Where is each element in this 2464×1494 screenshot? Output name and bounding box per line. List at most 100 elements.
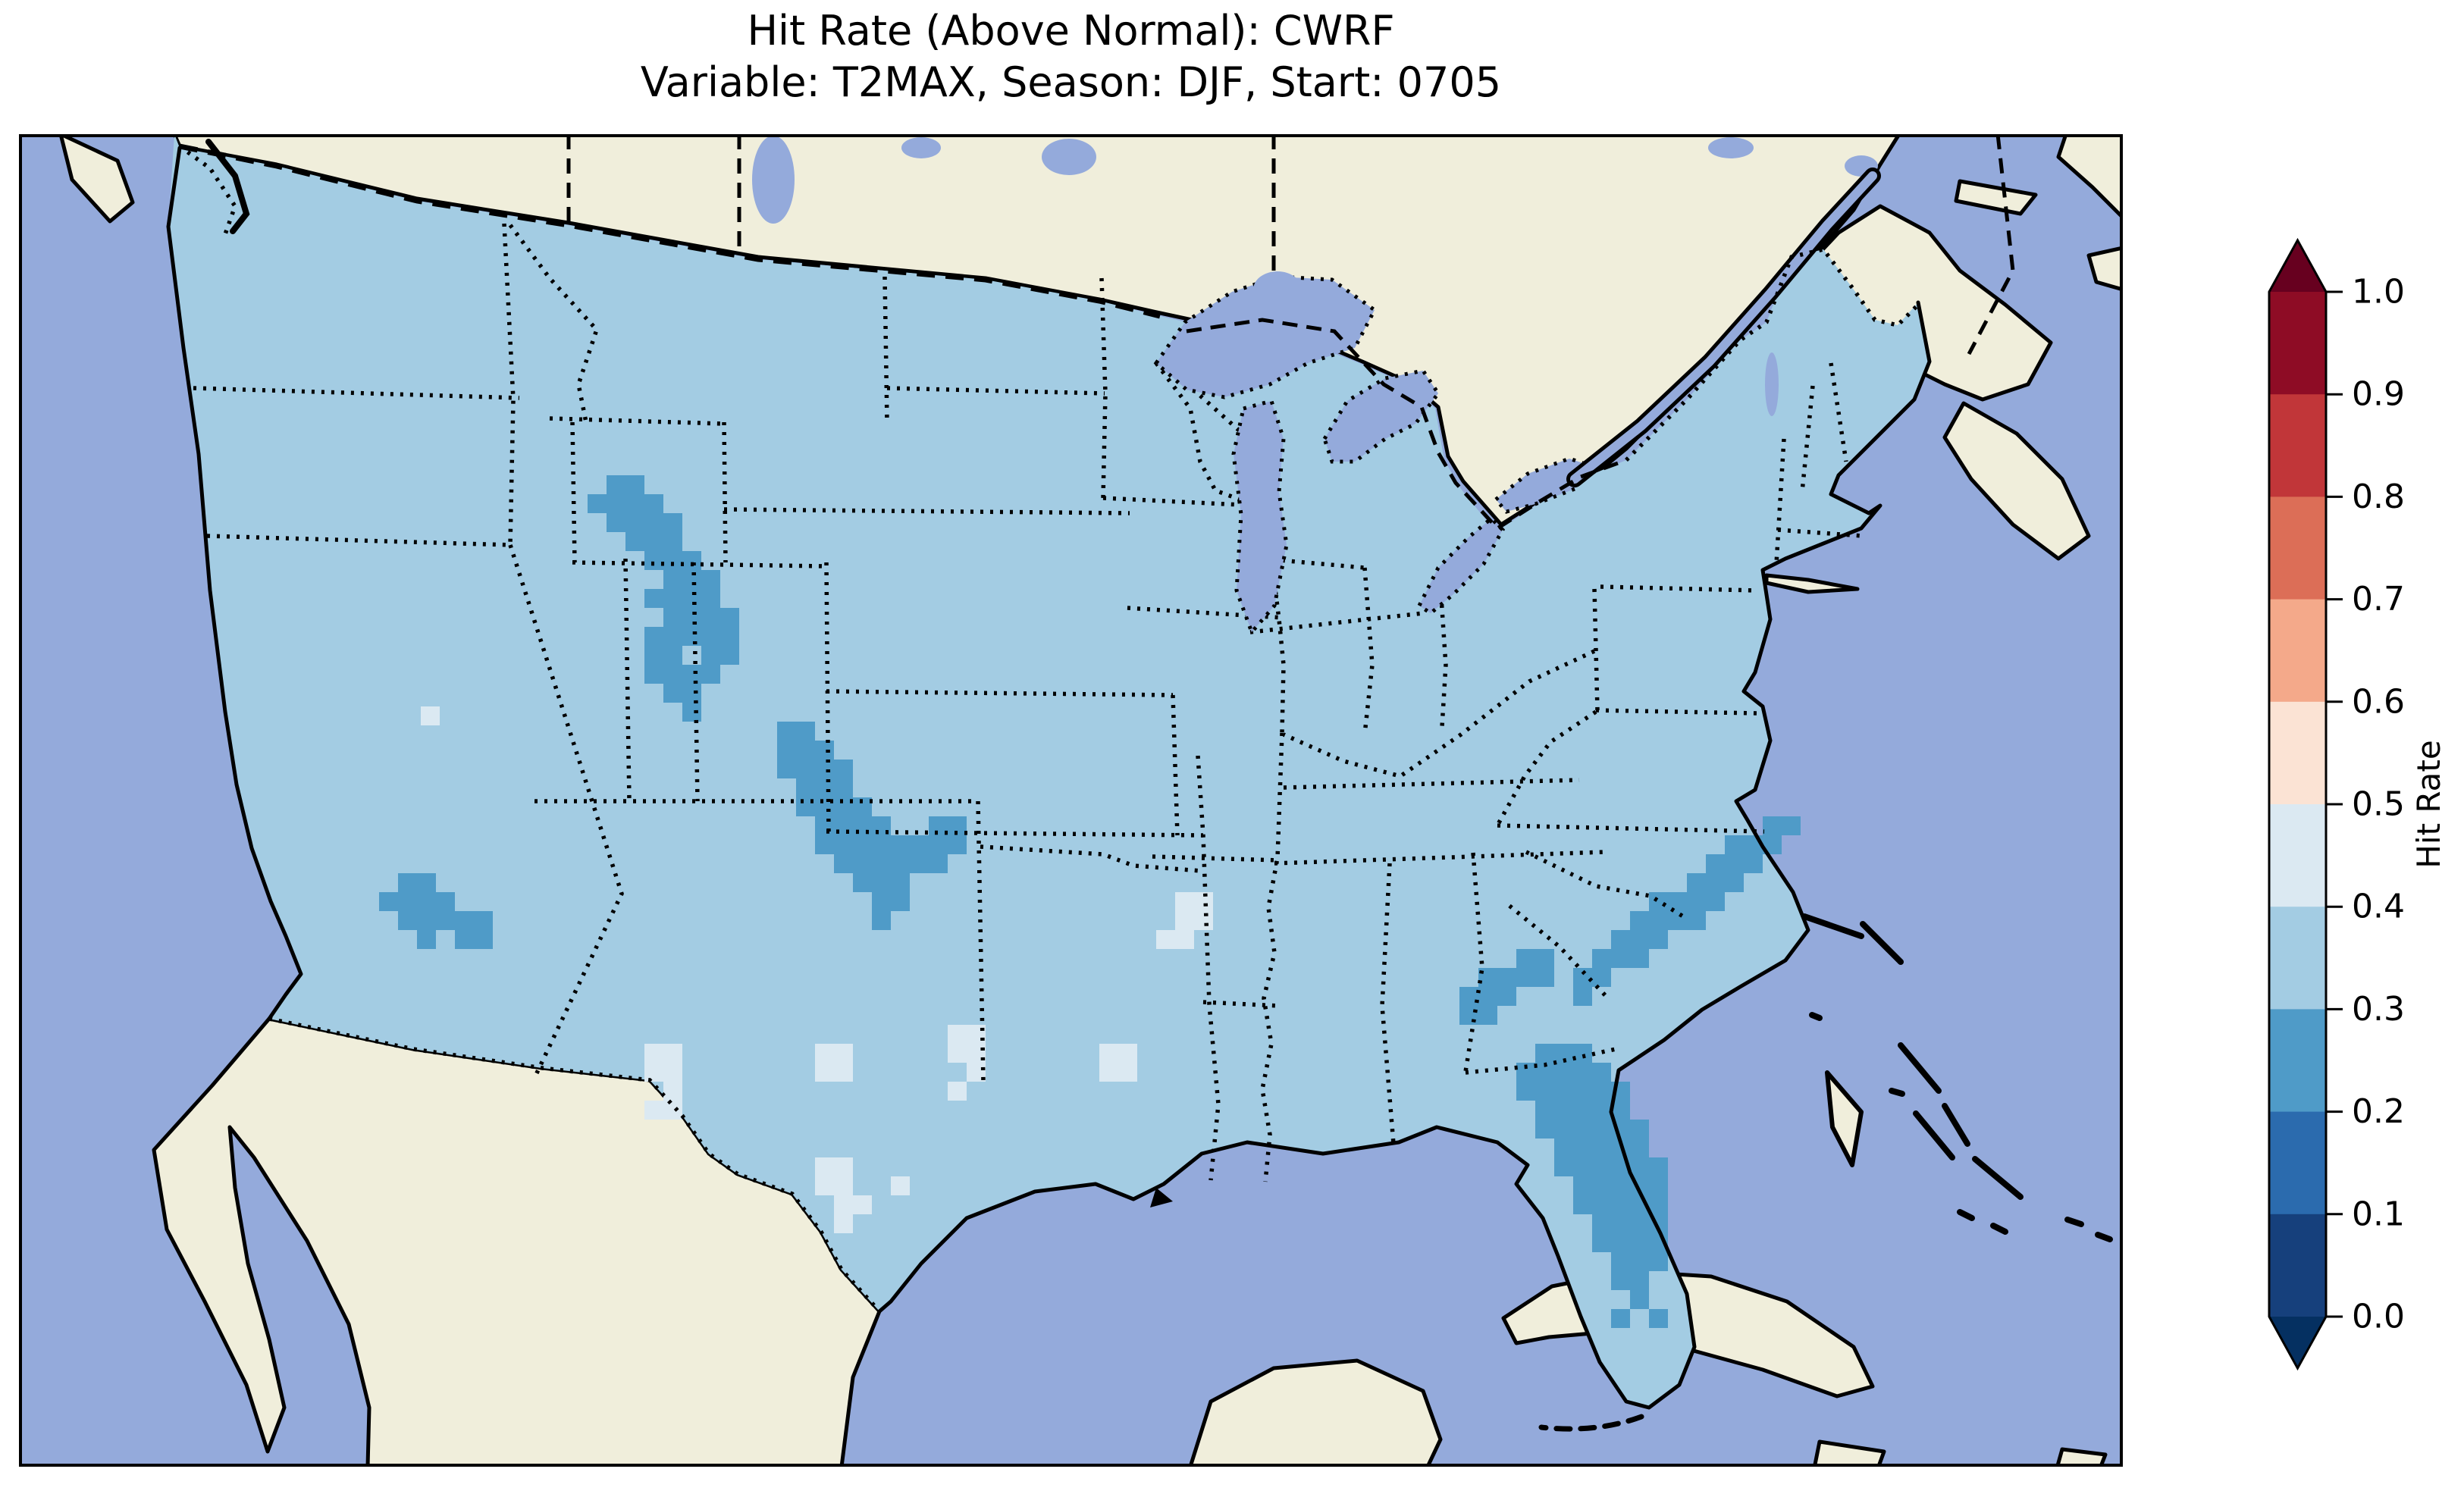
grid-cell-low bbox=[872, 854, 891, 873]
grid-cell-low bbox=[663, 665, 682, 684]
grid-cell-high bbox=[891, 1176, 910, 1195]
grid-cell-high bbox=[1175, 911, 1194, 930]
grid-cell-high bbox=[1099, 1044, 1118, 1063]
colorbar-segment bbox=[2269, 1009, 2326, 1113]
border-through-lakes bbox=[1186, 318, 1627, 531]
grid-cell-low bbox=[663, 684, 682, 703]
grid-cell-high bbox=[948, 1025, 967, 1044]
lake-champlain bbox=[1765, 352, 1779, 416]
grid-cell-high bbox=[853, 1195, 872, 1214]
grid-cell-low bbox=[1649, 1176, 1668, 1195]
grid-cell-low bbox=[1611, 949, 1630, 968]
grid-cell-low bbox=[1573, 1195, 1592, 1214]
grid-cell-low bbox=[1554, 1157, 1573, 1176]
grid-cell-low bbox=[1611, 1214, 1630, 1233]
grid-cell-low bbox=[701, 570, 720, 589]
grid-cell-low bbox=[929, 835, 948, 854]
grid-cell-low bbox=[1497, 987, 1516, 1006]
colorbar-tick-label: 0.7 bbox=[2352, 580, 2405, 619]
grid-cell-low bbox=[872, 835, 891, 854]
grid-cell-low bbox=[872, 911, 891, 930]
colorbar-tick-label: 0.3 bbox=[2352, 990, 2405, 1029]
grid-cell-low bbox=[1573, 1101, 1592, 1120]
grid-cell-low bbox=[1630, 1271, 1649, 1290]
grid-cell-low bbox=[929, 854, 948, 873]
anticosti-island bbox=[1954, 179, 2038, 216]
grid-cell-low bbox=[1554, 1063, 1573, 1082]
great-lakes bbox=[752, 136, 1878, 636]
grid-cell-low bbox=[891, 892, 910, 911]
grid-cell-low bbox=[455, 911, 474, 930]
grid-cell-low bbox=[1706, 854, 1725, 873]
grid-cell-low bbox=[1573, 1120, 1592, 1139]
grid-cell-low bbox=[1535, 1101, 1554, 1120]
grid-cell-low bbox=[474, 930, 493, 949]
grid-cell-high bbox=[644, 1063, 663, 1082]
grid-cell-low bbox=[644, 627, 663, 646]
yucatan bbox=[1188, 1358, 1443, 1467]
grid-cell-low bbox=[1611, 930, 1630, 949]
grid-cell-high bbox=[834, 1176, 853, 1195]
grid-cell-low bbox=[1611, 1195, 1630, 1214]
lake-huron bbox=[1322, 368, 1441, 464]
grid-cell-low bbox=[815, 835, 834, 854]
lake-ontario bbox=[1493, 456, 1596, 514]
grid-cell-low bbox=[1592, 1120, 1611, 1139]
grid-cell-high bbox=[1194, 911, 1213, 930]
grid-cell-low bbox=[834, 797, 853, 816]
grid-cell-low bbox=[1535, 1082, 1554, 1101]
lake-erie bbox=[1416, 515, 1506, 616]
newfoundland-corner bbox=[2056, 134, 2123, 220]
grid-cell-low bbox=[1725, 835, 1744, 854]
mississippi-delta bbox=[1150, 1188, 1173, 1207]
colorbar-segment bbox=[2269, 1111, 2326, 1215]
grid-cell-low bbox=[853, 873, 872, 892]
grid-cell-low bbox=[663, 513, 682, 532]
grid-cell-low bbox=[948, 835, 967, 854]
colorbar-tick-label: 0.2 bbox=[2352, 1092, 2405, 1131]
grid-cell-high bbox=[1099, 1063, 1118, 1082]
us-gulf-east-coastline bbox=[877, 300, 1932, 1410]
strait-maritime-border bbox=[178, 144, 238, 235]
grid-cell-low bbox=[1649, 930, 1668, 949]
grid-cell-low bbox=[607, 475, 625, 494]
grid-cell-high bbox=[948, 1044, 967, 1063]
grid-cell-high bbox=[1175, 930, 1194, 949]
grid-cell-high bbox=[644, 1044, 663, 1063]
canadian-lake bbox=[1042, 139, 1096, 175]
grid-cell-low bbox=[853, 854, 872, 873]
grid-cell-low bbox=[1592, 1233, 1611, 1252]
grid-cell-low bbox=[853, 816, 872, 835]
grid-cell-high bbox=[834, 1063, 853, 1082]
grid-cell-low bbox=[644, 646, 663, 665]
colorbar-tick-label: 0.8 bbox=[2352, 478, 2405, 516]
grid-cell-low bbox=[644, 551, 663, 570]
long-island bbox=[1764, 573, 1860, 594]
grid-cell-low bbox=[1592, 949, 1611, 968]
grid-cell-high bbox=[663, 1082, 682, 1101]
colorbar-segment bbox=[2269, 804, 2326, 907]
colorbar-tick-label: 0.6 bbox=[2352, 682, 2405, 721]
grid-cells bbox=[379, 475, 1801, 1328]
grid-cell-low bbox=[1554, 1139, 1573, 1157]
grid-cell-low bbox=[815, 816, 834, 835]
grid-cell-low bbox=[891, 835, 910, 854]
grid-cell-low bbox=[777, 722, 796, 741]
grid-cell-high bbox=[834, 1157, 853, 1176]
grid-cell-low bbox=[663, 570, 682, 589]
grid-cell-low bbox=[891, 854, 910, 873]
grid-cell-low bbox=[625, 513, 644, 532]
grid-cell-low bbox=[701, 589, 720, 608]
grid-cell-low bbox=[644, 513, 663, 532]
grid-cell-low bbox=[663, 627, 682, 646]
grid-cell-low bbox=[720, 608, 739, 627]
grid-cell-low bbox=[1535, 1120, 1554, 1139]
grid-cell-high bbox=[663, 1063, 682, 1082]
us-west-coastline bbox=[166, 146, 303, 1021]
grid-cell-low bbox=[1725, 873, 1744, 892]
grid-cell-low bbox=[1649, 892, 1668, 911]
grid-cell-low bbox=[607, 513, 625, 532]
grid-cell-low bbox=[1687, 873, 1706, 892]
grid-cell-low bbox=[834, 778, 853, 797]
colorbar-segment bbox=[2269, 599, 2326, 703]
